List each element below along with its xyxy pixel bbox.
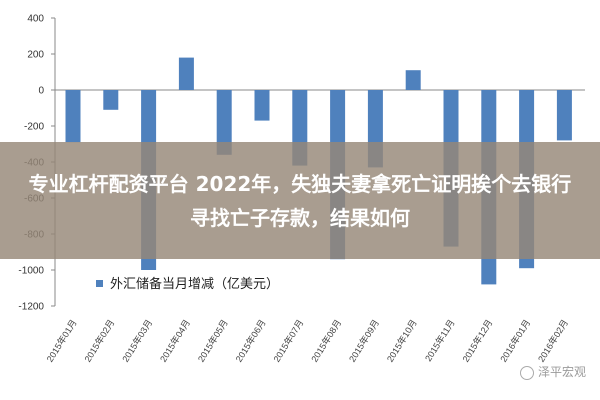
bar [178,57,194,90]
y-tick-label: 0 [38,86,44,97]
x-tick-label: 2015年09月 [346,317,381,364]
legend-swatch [96,280,103,287]
x-tick-label: 2015年10月 [384,317,419,364]
bar [405,70,421,90]
y-tick-label: -1000 [18,266,44,277]
x-tick-label: 2016年01月 [498,317,533,364]
x-tick-label: 2015年07月 [271,317,306,364]
headline-banner: 专业杠杆配资平台 2022年，失独夫妻拿死亡证明挨个去银行寻找亡子存款，结果如何 [0,142,600,259]
wechat-icon [519,365,534,380]
x-tick-label: 2015年01月 [44,317,79,364]
x-tick-label: 2015年06月 [233,317,268,364]
headline-text: 专业杠杆配资平台 2022年，失独夫妻拿死亡证明挨个去银行寻找亡子存款，结果如何 [28,171,572,230]
x-tick-label: 2015年11月 [422,317,456,363]
y-tick-label: 400 [27,14,44,25]
x-tick-label: 2015年05月 [195,317,230,364]
legend: 外汇储备当月增减（亿美元） [96,276,279,292]
bar [254,90,270,121]
watermark: 泽平宏观 [519,363,586,380]
x-tick-label: 2015年03月 [120,317,155,364]
bar [556,90,572,141]
x-tick-label: 2016年02月 [535,317,570,364]
legend-label: 外汇储备当月增减（亿美元） [110,276,279,292]
x-tick-label: 2015年08月 [309,317,344,364]
y-tick-label: 200 [27,50,44,61]
x-tick-label: 2015年12月 [460,317,495,364]
bar [65,90,81,143]
bar [216,90,232,155]
x-tick-label: 2015年04月 [157,317,192,364]
y-tick-label: -1200 [18,302,44,313]
x-tick-labels: 2015年01月 2015年02月 2015年03月 2015年04月 2015年05月… [44,317,570,364]
watermark-text: 泽平宏观 [537,365,586,379]
y-tick-label: -200 [24,122,44,133]
bar [103,90,119,110]
x-tick-label: 2015年02月 [82,317,117,364]
